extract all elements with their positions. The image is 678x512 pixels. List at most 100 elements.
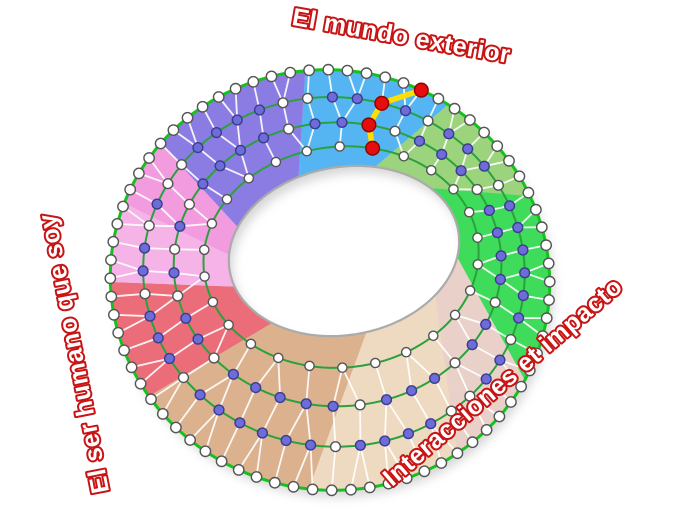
selected-node[interactable] [413,82,429,98]
ring-1-outer-node[interactable] [212,91,225,103]
ring-3-node[interactable] [168,267,180,279]
ring-3-node[interactable] [169,243,181,255]
ring-3-node[interactable] [172,290,184,302]
ring-3-node[interactable] [483,204,495,217]
ring-2-node[interactable] [139,242,151,254]
ring-2-node[interactable] [210,127,223,139]
ring-1-outer-node[interactable] [360,67,373,80]
ring-3-node[interactable] [214,160,226,172]
ring-4-inner-node[interactable] [272,352,284,364]
ring-4-inner-node[interactable] [448,183,459,195]
ring-2-node[interactable] [301,92,314,105]
ring-1-outer-node[interactable] [268,476,281,489]
ring-1-outer-node[interactable] [451,447,464,460]
ring-3-node[interactable] [389,125,401,137]
ring-1-outer-node[interactable] [463,114,476,126]
ring-1-outer-node[interactable] [493,410,506,423]
ring-1-outer-node[interactable] [379,71,392,84]
ring-3-node[interactable] [227,368,240,380]
ring-2-node[interactable] [277,97,289,109]
ring-2-node[interactable] [305,439,317,451]
ring-4-inner-node[interactable] [463,206,475,218]
ring-3-node[interactable] [494,273,507,286]
ring-4-inner-node[interactable] [221,193,233,205]
ring-1-outer-node[interactable] [107,235,120,248]
ring-2-node[interactable] [326,91,339,103]
ring-1-outer-node[interactable] [344,483,357,496]
ring-1-outer-node[interactable] [303,64,315,77]
ring-1-outer-node[interactable] [513,170,526,183]
ring-3-node[interactable] [480,318,492,331]
ring-3-node[interactable] [183,198,196,210]
ring-1-outer-node[interactable] [125,361,138,374]
ring-2-node[interactable] [139,288,151,300]
ring-3-node[interactable] [208,352,220,364]
ring-2-node[interactable] [162,178,174,190]
ring-1-outer-node[interactable] [145,393,157,406]
ring-4-inner-node[interactable] [199,271,210,282]
ring-1-outer-node[interactable] [105,290,118,303]
ring-3-node[interactable] [491,227,504,239]
ring-2-node[interactable] [163,352,176,365]
ring-2-node[interactable] [351,93,363,105]
ring-1-outer-node[interactable] [196,100,209,113]
ring-3-node[interactable] [234,144,247,156]
ring-1-outer-node[interactable] [322,63,335,76]
ring-2-node[interactable] [329,441,342,453]
ring-1-outer-node[interactable] [543,275,556,288]
ring-1-outer-node[interactable] [535,221,548,234]
ring-2-node[interactable] [192,142,204,154]
ring-2-node[interactable] [231,114,243,126]
ring-1-outer-node[interactable] [418,465,431,478]
ring-1-outer-node[interactable] [540,312,553,325]
ring-2-node[interactable] [517,244,529,256]
ring-3-node[interactable] [309,118,321,130]
ring-2-node[interactable] [512,312,525,324]
ring-2-node[interactable] [425,418,437,430]
selected-node[interactable] [374,95,390,111]
ring-1-outer-node[interactable] [287,480,300,493]
ring-3-node[interactable] [250,382,262,394]
ring-2-node[interactable] [176,159,188,171]
ring-1-outer-node[interactable] [523,364,536,377]
ring-3-node[interactable] [466,339,478,351]
ring-1-outer-node[interactable] [400,472,413,485]
ring-1-outer-node[interactable] [515,380,527,393]
ring-3-node[interactable] [455,165,467,177]
ring-2-node[interactable] [462,143,474,155]
ring-2-node[interactable] [152,332,164,344]
ring-3-node[interactable] [406,385,418,397]
ring-1-outer-node[interactable] [229,82,242,95]
ring-1-outer-node[interactable] [284,66,297,79]
ring-2-node[interactable] [379,435,391,447]
ring-1-outer-node[interactable] [232,463,245,476]
ring-1-outer-node[interactable] [306,483,319,496]
ring-1-outer-node[interactable] [132,167,145,180]
ring-3-node[interactable] [489,296,501,309]
ring-1-outer-node[interactable] [265,70,278,83]
ring-2-node[interactable] [280,434,292,447]
ring-4-inner-node[interactable] [472,232,483,243]
ring-2-node[interactable] [422,115,434,127]
ring-1-outer-node[interactable] [154,137,167,150]
ring-3-node[interactable] [327,400,339,412]
ring-1-outer-node[interactable] [448,102,461,115]
ring-1-outer-node[interactable] [325,484,338,497]
ring-2-node[interactable] [492,179,505,191]
ring-3-node[interactable] [354,399,366,411]
ring-1-outer-node[interactable] [542,257,555,270]
ring-1-outer-node[interactable] [112,326,125,339]
ring-2-node[interactable] [256,427,269,439]
ring-1-outer-node[interactable] [536,330,549,342]
ring-1-outer-node[interactable] [491,140,504,153]
ring-4-inner-node[interactable] [427,330,439,342]
ring-2-node[interactable] [137,265,149,277]
ring-1-outer-node[interactable] [215,455,228,468]
ring-1-outer-node[interactable] [530,203,542,216]
ring-2-node[interactable] [480,373,492,385]
ring-2-node[interactable] [234,417,246,429]
ring-3-node[interactable] [449,357,461,369]
ring-1-outer-node[interactable] [111,217,124,230]
ring-4-inner-node[interactable] [472,259,484,270]
ring-3-node[interactable] [283,123,295,135]
